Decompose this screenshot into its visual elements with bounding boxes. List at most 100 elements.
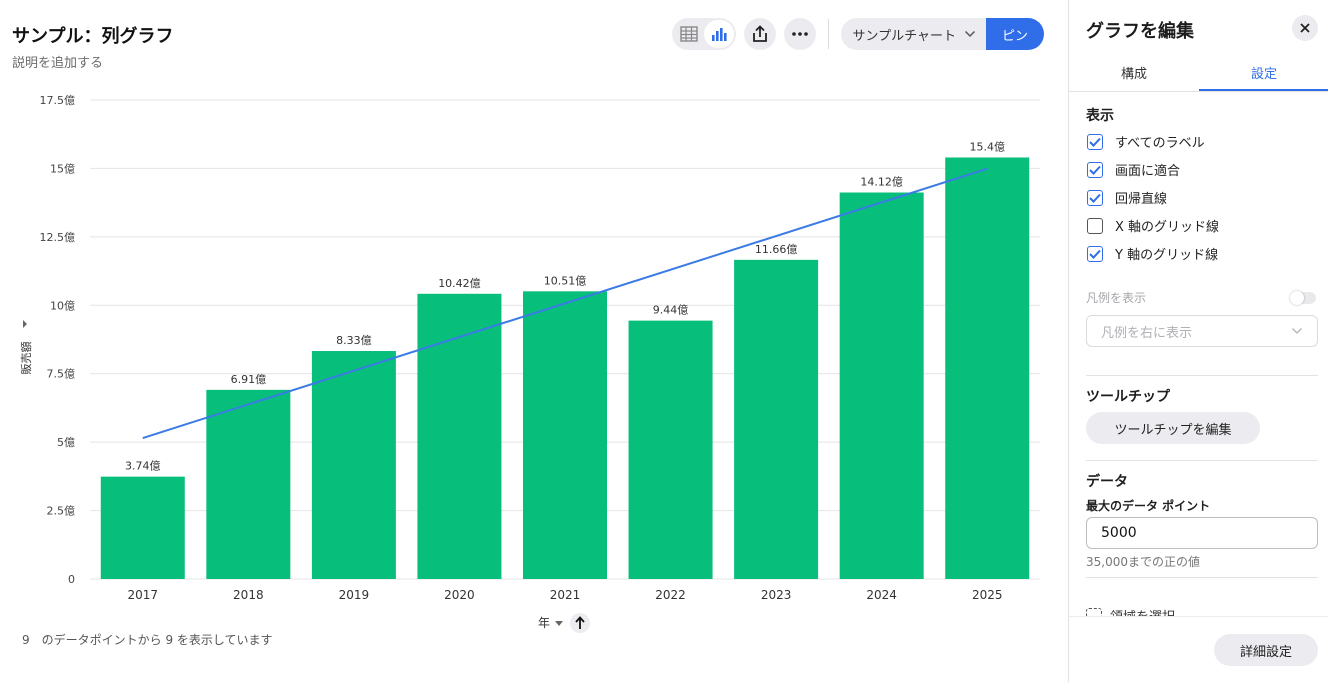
display-section-title: 表示 (1086, 108, 1114, 124)
liveboard-select-label: サンプルチャート (852, 28, 956, 44)
y-axis-label: 販売額 (20, 342, 33, 375)
panel-footer: 詳細設定 (1069, 616, 1328, 682)
x-tick-label: 2023 (761, 588, 792, 602)
checkbox-label: X 軸のグリッド線 (1115, 220, 1220, 235)
regression-line (142, 167, 988, 439)
data-label: 14.12億 (860, 176, 903, 189)
toggle-knob (1290, 291, 1304, 305)
chart-view-button[interactable] (703, 20, 734, 48)
checkmark-icon (1089, 193, 1101, 203)
tab-configure[interactable]: 構成 (1120, 67, 1147, 82)
legend-toggle[interactable] (1290, 291, 1316, 305)
bar (839, 192, 924, 579)
column-chart: 0 2.5億 5億 7.5億 10億 12.5億 15億 17.5億 3.74億 2017 6.91… (20, 94, 1040, 633)
data-label: 11.66億 (755, 243, 798, 256)
y-tick-label: 10億 (50, 299, 75, 312)
checkbox-regression-line[interactable]: 回帰直線 (1087, 188, 1167, 207)
x-tick-label: 2017 (128, 588, 159, 602)
panel-tabs: 構成 設定 (1069, 60, 1328, 92)
max-data-points-input[interactable]: 5000 (1086, 517, 1318, 549)
y-tick-label: 15億 (50, 162, 75, 175)
x-tick-label: 2018 (233, 588, 264, 602)
bar (523, 291, 607, 579)
x-tick-label: 2022 (655, 588, 686, 602)
data-label: 15.4億 (969, 140, 1005, 153)
share-icon (752, 25, 767, 42)
y-tick-label: 17.5億 (40, 94, 76, 107)
checkmark-icon (1089, 165, 1101, 175)
y-axis-menu-icon (23, 320, 27, 328)
edit-chart-panel: グラフを編集 構成 設定 表示 すべてのラベル 画面に適合 回帰直線 X 軸のグ… (1068, 0, 1328, 682)
legend-position-value: 凡例を右に表示 (1101, 325, 1193, 341)
toolbar-divider (827, 19, 829, 49)
checkbox[interactable] (1087, 133, 1103, 150)
page-title[interactable]: サンプル：列グラフ (12, 26, 174, 47)
data-label: 8.33億 (336, 334, 372, 347)
divider (1086, 577, 1318, 578)
bar (734, 259, 819, 579)
data-label: 10.42億 (438, 277, 481, 290)
y-tick-label: 0 (68, 573, 75, 586)
bar (311, 350, 396, 579)
y-tick-label: 5億 (57, 436, 75, 449)
close-icon (1300, 23, 1310, 33)
max-data-points-hint: 35,000までの正の値 (1086, 555, 1200, 569)
share-button[interactable] (743, 18, 776, 50)
checkbox[interactable] (1087, 217, 1103, 234)
max-data-points-label: 最大のデータ ポイント (1086, 499, 1211, 513)
table-icon (679, 26, 698, 42)
liveboard-select[interactable]: サンプルチャート (840, 18, 986, 50)
edit-tooltip-button[interactable]: ツールチップを編集 (1086, 412, 1260, 444)
x-axis-label: 年 (538, 616, 550, 630)
x-axis-menu-icon (555, 621, 563, 626)
advanced-settings-button[interactable]: 詳細設定 (1214, 634, 1318, 666)
divider (1086, 375, 1318, 376)
x-tick-label: 2024 (866, 588, 897, 602)
y-tick-label: 2.5億 (47, 505, 76, 518)
data-label: 9.44億 (653, 304, 689, 317)
x-tick-label: 2020 (444, 588, 475, 602)
description-placeholder[interactable]: 説明を追加する (12, 56, 104, 71)
divider (1086, 460, 1318, 461)
checkbox-label: すべてのラベル (1115, 136, 1205, 151)
legend-toggle-label: 凡例を表示 (1086, 291, 1147, 305)
data-section-title: データ (1086, 474, 1128, 490)
more-button[interactable] (783, 18, 816, 50)
checkmark-icon (1089, 249, 1101, 259)
y-tick-label: 12.5億 (40, 231, 76, 244)
panel-title: グラフを編集 (1086, 21, 1194, 42)
data-label: 3.74億 (125, 460, 161, 473)
sort-arrow-up-icon (575, 616, 585, 629)
checkbox-all-labels[interactable]: すべてのラベル (1087, 132, 1205, 151)
bar (628, 320, 713, 579)
chart-area: サンプル：列グラフ 説明を追加する (12, 18, 1044, 647)
checkbox[interactable] (1087, 245, 1103, 262)
checkbox-label: Y 軸のグリッド線 (1115, 248, 1219, 263)
table-view-button[interactable] (674, 20, 704, 48)
more-icon (791, 32, 808, 36)
tab-settings[interactable]: 設定 (1199, 60, 1328, 91)
checkbox-x-gridlines[interactable]: X 軸のグリッド線 (1087, 216, 1219, 235)
close-panel-button[interactable] (1292, 15, 1318, 41)
checkbox[interactable] (1087, 189, 1103, 206)
y-tick-label: 7.5億 (47, 368, 76, 381)
pin-button[interactable]: ピン (985, 18, 1044, 50)
x-tick-label: 2025 (972, 588, 1003, 602)
bar (945, 157, 1030, 579)
chevron-down-icon (964, 30, 976, 38)
checkbox-label: 画面に適合 (1115, 164, 1181, 179)
data-points-note: 9 のデータポイントから 9 を表示しています (22, 633, 273, 647)
data-label: 10.51億 (544, 274, 587, 287)
bar (100, 476, 185, 579)
data-label: 6.91億 (231, 373, 267, 386)
checkmark-icon (1089, 137, 1101, 147)
chart-toolbar: サンプルチャート ピン (671, 18, 1044, 50)
tooltip-section-title: ツールチップ (1086, 389, 1170, 405)
bar (417, 293, 502, 579)
checkbox-fit-to-screen[interactable]: 画面に適合 (1087, 160, 1180, 179)
bar (206, 389, 291, 579)
x-tick-label: 2021 (550, 588, 581, 602)
checkbox-y-gridlines[interactable]: Y 軸のグリッド線 (1087, 244, 1218, 263)
checkbox[interactable] (1087, 161, 1103, 178)
legend-position-select[interactable]: 凡例を右に表示 (1086, 315, 1318, 347)
